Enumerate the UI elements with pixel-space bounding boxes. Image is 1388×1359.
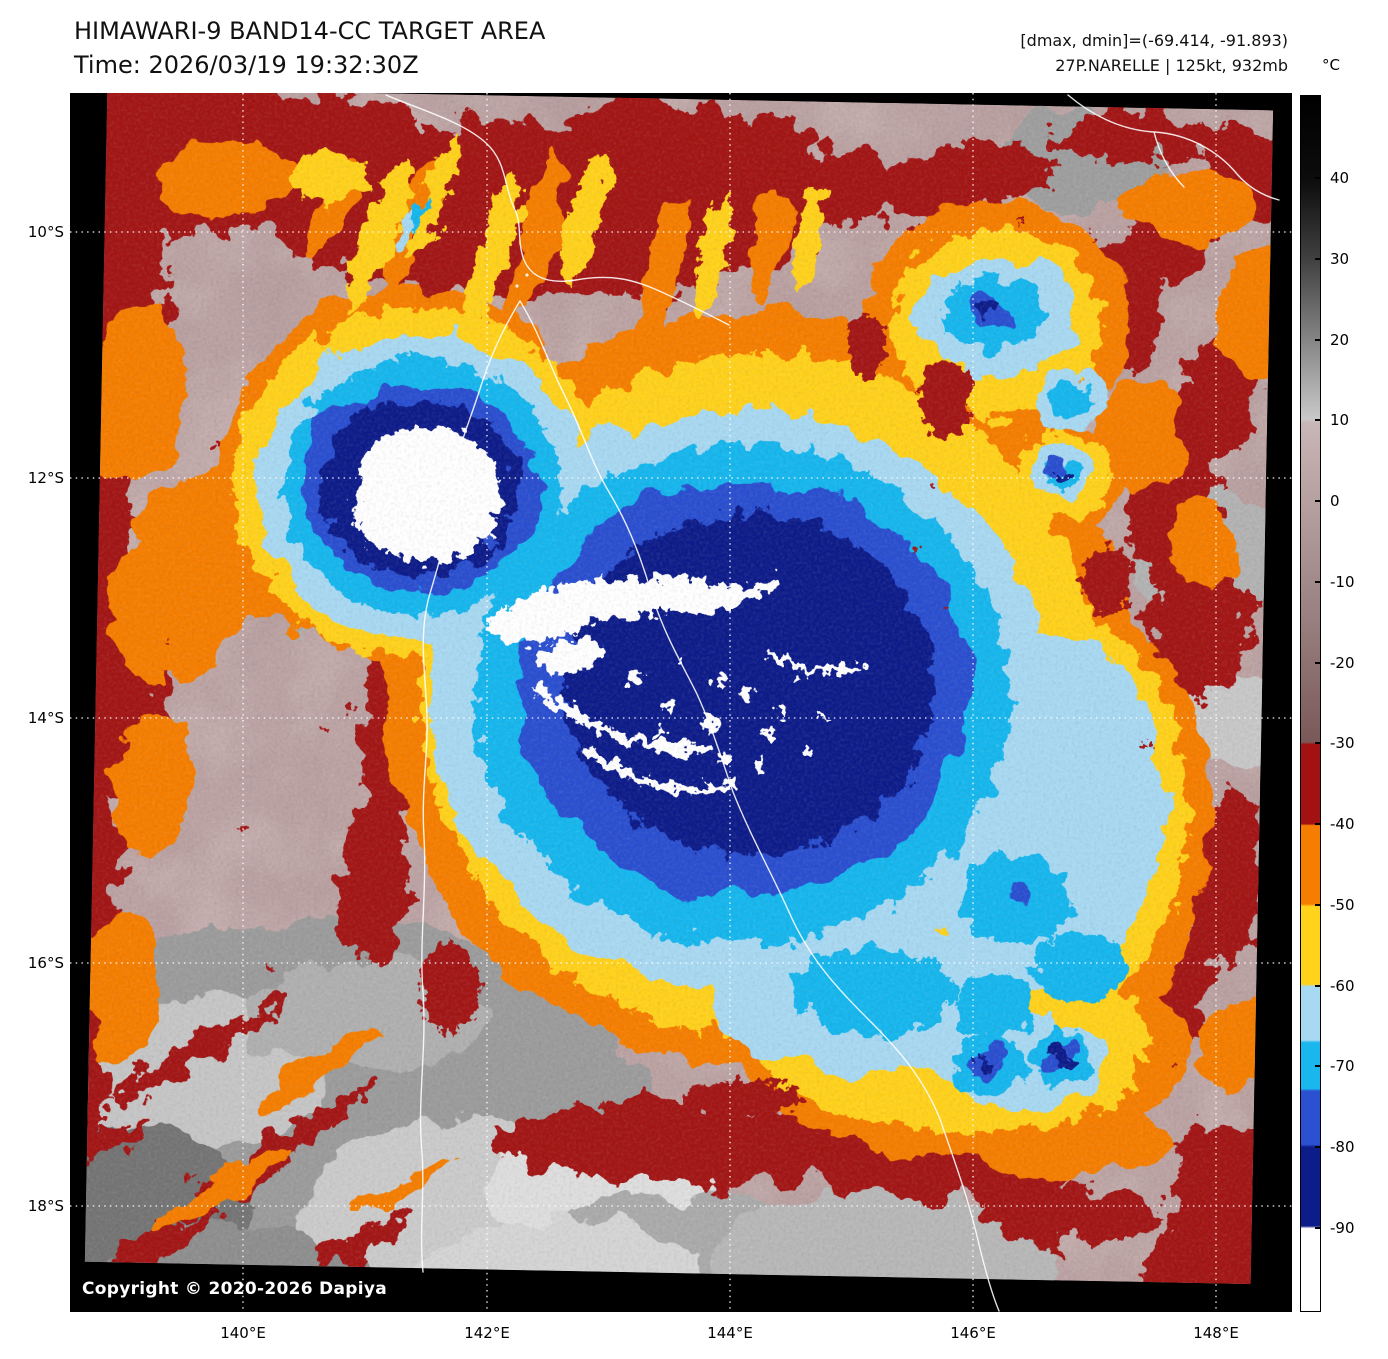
colorbar-tick [1315,1227,1320,1229]
colorbar-tick [1315,177,1320,179]
colorbar-tick-label: 30 [1330,250,1350,268]
colorbar-tick-label: 40 [1330,169,1350,187]
coastline [385,94,1280,1312]
map-frame: Copyright © 2020-2026 Dapiya [70,93,1292,1312]
product-title: HIMAWARI-9 BAND14-CC TARGET AREA [74,17,546,45]
lon-label: 140°E [220,1324,266,1342]
colorbar-tick-label: -90 [1330,1219,1355,1237]
colorbar-tick-label: -20 [1330,654,1355,672]
product-time: Time: 2026/03/19 19:32:30Z [74,51,419,79]
colorbar-tick-label: -50 [1330,896,1355,914]
torres-island [515,284,519,288]
header: HIMAWARI-9 BAND14-CC TARGET AREA Time: 2… [74,14,545,82]
colorbar-tick [1315,500,1320,502]
torres-island [525,273,529,277]
colorbar-tick [1315,339,1320,341]
lon-label: 148°E [1193,1324,1239,1342]
storm-info: 27P.NARELLE | 125kt, 932mb [1055,56,1288,75]
pixel-noise-dark [84,93,1274,1285]
lon-label: 144°E [707,1324,753,1342]
colorbar-tick [1315,258,1320,260]
lat-label: 18°S [27,1197,64,1215]
colorbar-tick-label: 20 [1330,331,1350,349]
graticule [70,93,1292,1312]
colorbar-tick-label: -70 [1330,1057,1355,1075]
lon-label: 142°E [464,1324,510,1342]
colorbar [1300,95,1321,1312]
colorbar-tick-label: 0 [1330,492,1340,510]
colorbar-tick-label: -60 [1330,977,1355,995]
colorbar-tick [1315,419,1320,421]
copyright-label: Copyright © 2020-2026 Dapiya [82,1279,387,1299]
coastline-png-branch [1153,131,1185,188]
coastline-png-south [385,94,730,326]
lat-label: 12°S [27,469,64,487]
satellite-data [84,93,1274,1285]
colorbar-tick-label: 10 [1330,411,1350,429]
dmax-dmin-readout: [dmax, dmin]=(-69.414, -91.893) [1020,31,1288,50]
colorbar-tick [1315,823,1320,825]
lon-label: 146°E [950,1324,996,1342]
coastline-capeyork-east [519,300,1000,1312]
header-right: [dmax, dmin]=(-69.414, -91.893) 27P.NARE… [1020,28,1288,78]
colorbar-tick-label: -10 [1330,573,1355,591]
colorbar-tick [1315,985,1320,987]
lat-label: 16°S [27,954,64,972]
colorbar-tick [1315,662,1320,664]
colorbar-unit: °C [1322,56,1340,74]
lat-label: 14°S [27,709,64,727]
colorbar-tick [1315,1146,1320,1148]
colorbar-tick [1315,581,1320,583]
colorbar-tick-label: -80 [1330,1138,1355,1156]
coastline-capeyork-west [419,300,521,1273]
colorbar-tick-label: -30 [1330,734,1355,752]
coastline-png-east [1067,94,1280,201]
satellite-image [70,93,1292,1312]
lat-label: 10°S [27,223,64,241]
colorbar-tick [1315,904,1320,906]
colorbar-tick-label: -40 [1330,815,1355,833]
colorbar-tick [1315,742,1320,744]
colorbar-tick [1315,1065,1320,1067]
